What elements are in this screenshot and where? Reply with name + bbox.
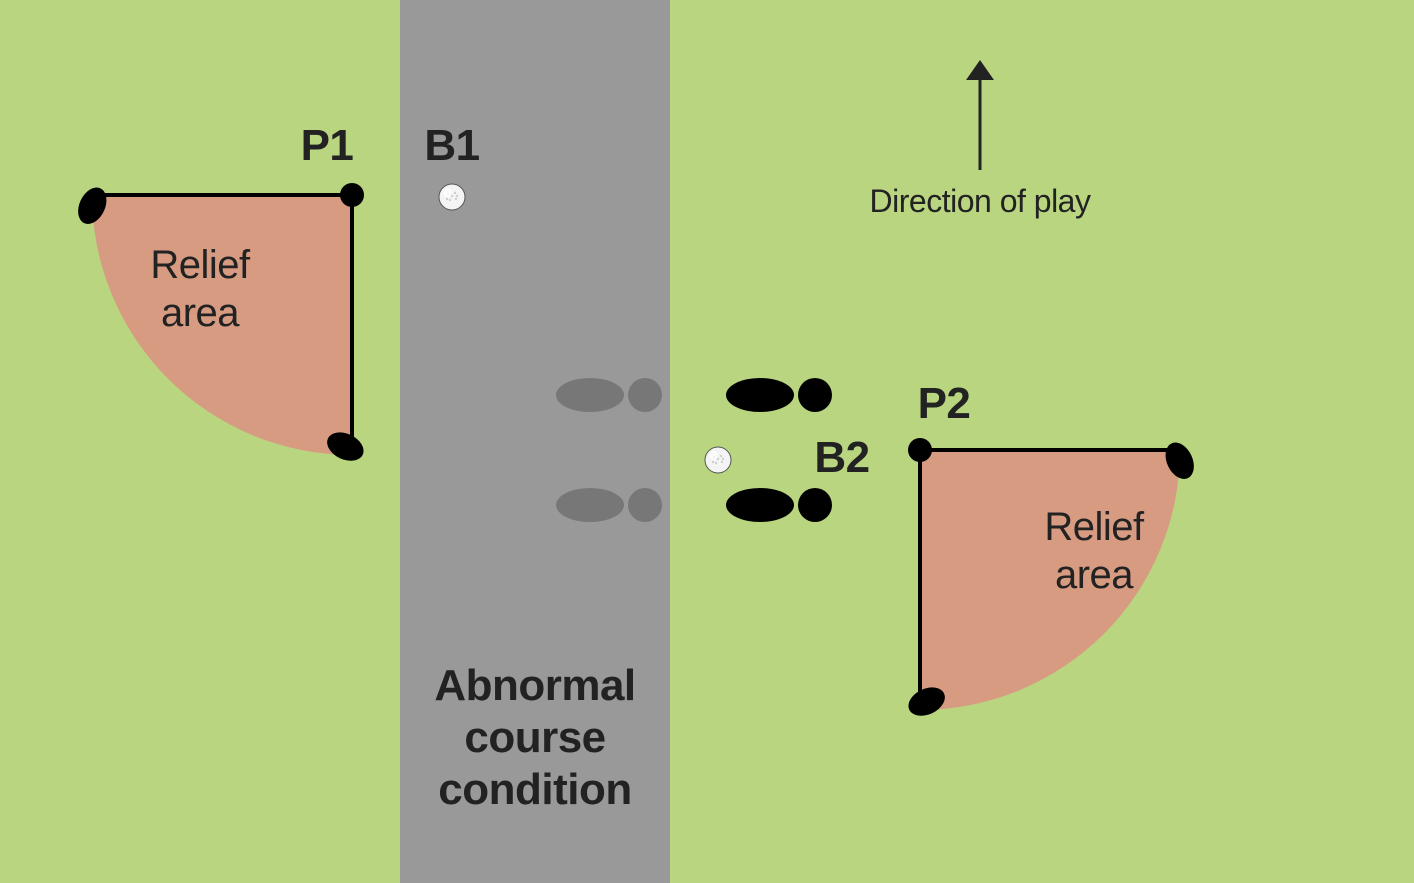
footprint-grey-top <box>556 378 662 412</box>
label-abnormal-3: condition <box>438 765 631 814</box>
label-p1: P1 <box>301 121 354 170</box>
label-relief2-line1: Relief <box>1044 505 1145 549</box>
label-b2: B2 <box>814 433 869 482</box>
footprint-black-top <box>726 378 832 412</box>
label-abnormal-2: course <box>464 713 605 762</box>
label-abnormal-1: Abnormal <box>434 661 635 710</box>
label-relief1-line2: area <box>161 291 240 335</box>
footprint-grey-bottom <box>556 488 662 522</box>
label-direction: Direction of play <box>870 183 1091 219</box>
ball-b1 <box>439 184 465 210</box>
grass-background <box>0 0 1414 883</box>
label-p2: P2 <box>918 379 971 428</box>
label-relief2-line2: area <box>1055 553 1134 597</box>
footprint-black-bottom <box>726 488 832 522</box>
reference-point-p1 <box>340 183 364 207</box>
ball-b2 <box>705 447 731 473</box>
golf-relief-diagram: Direction of playP1B1P2B2ReliefareaRelie… <box>0 0 1414 883</box>
label-b1: B1 <box>424 121 479 170</box>
label-relief1-line1: Relief <box>150 243 251 287</box>
reference-point-p2 <box>908 438 932 462</box>
